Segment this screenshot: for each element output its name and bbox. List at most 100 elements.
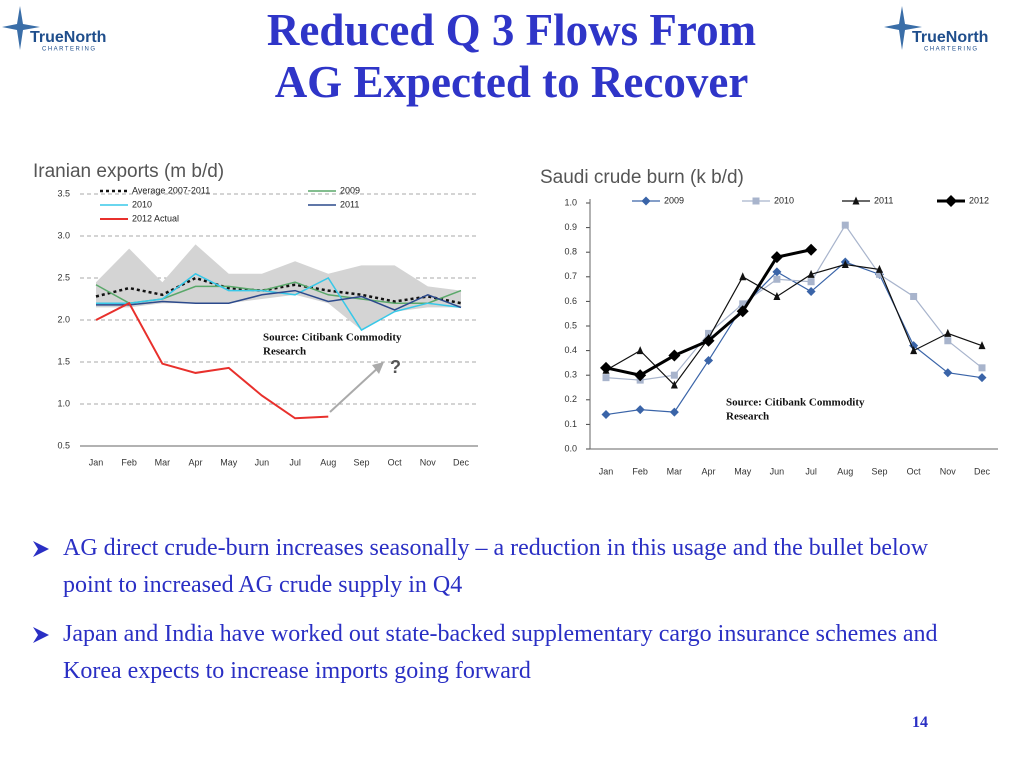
compass-star [884, 6, 922, 50]
x-tick-label: Apr [702, 466, 716, 476]
x-tick-label: Feb [121, 457, 137, 467]
logo-right: TrueNorth CHARTERING [882, 4, 1022, 54]
y-tick-label: 0.3 [564, 370, 577, 380]
x-tick-label: Aug [837, 466, 853, 476]
bullet: AG direct crude-burn increases seasonall… [30, 530, 968, 604]
x-tick-label: Oct [907, 466, 922, 476]
bullet-text: Japan and India have worked out state-ba… [63, 621, 938, 684]
marker [702, 334, 715, 347]
marker [945, 195, 957, 207]
source-note: Source: Citibank Commodity [263, 332, 402, 344]
marker [634, 369, 647, 382]
x-tick-label: Feb [632, 466, 648, 476]
charts: Iranian exports (m b/d) 0.5 1.0 1.5 2.0 2.5 3.… [33, 161, 998, 476]
marker [635, 405, 645, 415]
marker [739, 272, 747, 281]
x-tick-label: May [734, 466, 752, 476]
marker [600, 361, 612, 374]
slide-title: Reduced Q 3 Flows From AG Expected to Re… [0, 4, 1023, 108]
x-tick-label: Dec [453, 457, 470, 467]
legend-label: 2012 [969, 195, 989, 205]
page-number: 14 [912, 714, 928, 731]
legend-label: Average 2007-2011 [132, 185, 210, 195]
marker [669, 407, 679, 417]
marker [807, 269, 815, 278]
y-tick-label: 0.5 [57, 440, 70, 450]
arrow-head [372, 362, 384, 374]
y-tick-label: 1.0 [57, 398, 70, 408]
marker [772, 267, 782, 277]
legend-label: 2009 [340, 185, 360, 195]
marker [943, 368, 953, 378]
marker [641, 196, 651, 206]
marker [752, 197, 760, 205]
y-tick-label: 0.8 [564, 247, 577, 257]
x-tick-label: May [220, 457, 238, 467]
y-tick-label: 0.7 [564, 271, 577, 281]
x-tick-label: Apr [189, 457, 203, 467]
series-line [95, 276, 462, 305]
marker [739, 300, 747, 308]
marker [805, 243, 818, 256]
marker [806, 287, 816, 297]
marker [852, 196, 860, 205]
marker [944, 337, 952, 345]
logo-name: TrueNorth [30, 29, 106, 46]
y-tick-label: 1.0 [564, 197, 577, 207]
bullet-arrow [33, 627, 49, 643]
title-line: Reduced Q 3 Flows From [266, 5, 757, 55]
marker [910, 346, 918, 355]
x-tick-label: Jun [770, 466, 785, 476]
source-note: Source: Citibank Commodity [726, 397, 865, 409]
marker [736, 305, 749, 318]
series-line [95, 301, 329, 420]
annotation: ? [390, 357, 401, 377]
bullet-list: AG direct crude-burn increases seasonall… [30, 530, 980, 702]
range-band [96, 244, 461, 331]
x-tick-label: Mar [155, 457, 171, 467]
x-tick-label: Dec [974, 466, 991, 476]
x-tick-label: Nov [940, 466, 957, 476]
x-tick-label: Jun [255, 457, 270, 467]
marker [773, 275, 781, 283]
bullet-arrow [33, 541, 49, 557]
marker [773, 291, 781, 300]
marker [807, 278, 815, 286]
x-tick-label: Sep [871, 466, 887, 476]
marker [944, 328, 952, 337]
x-tick-label: Sep [353, 457, 369, 467]
legend-label: 2009 [664, 195, 684, 205]
logo-tagline: CHARTERING [924, 47, 979, 53]
y-tick-label: 0.6 [564, 296, 577, 306]
marker [770, 251, 783, 264]
y-tick-label: 0.2 [564, 394, 577, 404]
marker [705, 329, 713, 337]
logo-name: TrueNorth [912, 29, 988, 46]
logo-left: TrueNorth CHARTERING [0, 4, 140, 54]
y-tick-label: 0.4 [564, 345, 577, 355]
series-line [605, 261, 983, 416]
annotation-arrow [329, 365, 381, 413]
y-tick-label: 1.5 [57, 356, 70, 366]
x-tick-label: Mar [667, 466, 683, 476]
compass-star [2, 6, 40, 50]
marker [978, 364, 986, 372]
legend-label: 2011 [874, 195, 893, 205]
x-tick-label: Jan [599, 466, 614, 476]
y-tick-label: 0.1 [564, 419, 577, 429]
bullet-text: AG direct crude-burn increases seasonall… [63, 535, 929, 598]
x-tick-label: Jul [289, 457, 301, 467]
title-line: AG Expected to Recover [274, 57, 749, 107]
x-tick-label: Jul [805, 466, 817, 476]
marker [875, 264, 883, 273]
y-tick-label: 0.5 [564, 320, 577, 330]
x-tick-label: Aug [320, 457, 336, 467]
marker [977, 373, 987, 383]
marker [978, 341, 986, 350]
legend-label: 2011 [340, 199, 359, 209]
source-note: Research [263, 346, 306, 358]
marker [668, 349, 681, 362]
marker [909, 341, 919, 351]
legend-label: 2012 Actual [132, 213, 179, 223]
